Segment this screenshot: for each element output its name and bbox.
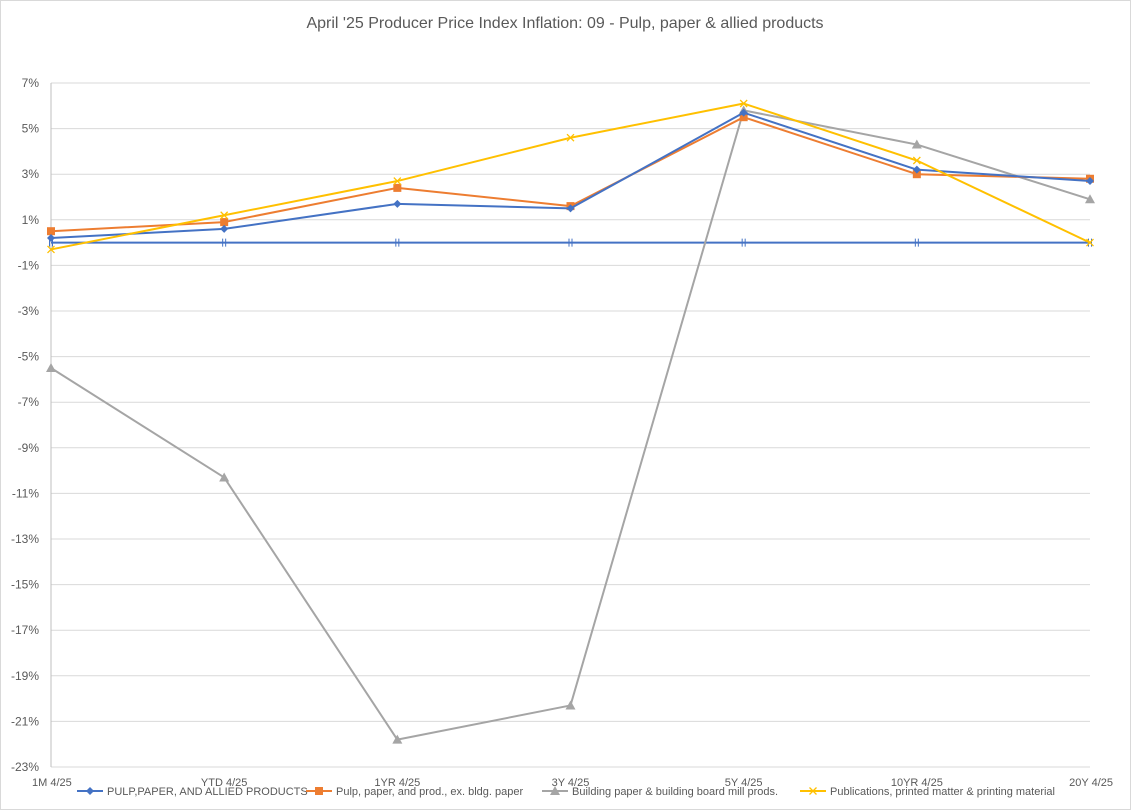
y-tick-label: 3% [22, 167, 40, 181]
chart-title: April '25 Producer Price Index Inflation… [306, 15, 823, 32]
data-point [912, 156, 921, 165]
y-tick-label: -23% [11, 760, 39, 774]
legend-item: Pulp, paper, and prod., ex. bldg. paper [306, 786, 523, 798]
data-point [392, 734, 403, 744]
data-point [739, 108, 748, 117]
data-point [809, 787, 817, 795]
data-point [739, 99, 748, 108]
y-tick-label: -1% [18, 258, 40, 272]
x-axis: 1M 4/25 YTD 4/25 1YR 4/25 3Y 4/25 5Y 4/25 10Y… [32, 777, 1113, 789]
legend-item: Publications, printed matter & printing … [800, 786, 1055, 798]
data-point [566, 204, 575, 213]
data-point [393, 183, 402, 192]
data-point [393, 177, 402, 185]
series-zero-baseline [49, 238, 1092, 247]
data-point [47, 227, 55, 236]
x-tick-label: 5Y 4/25 [725, 777, 763, 789]
data-point [911, 139, 922, 149]
y-tick-label: -3% [18, 304, 40, 318]
data-point [220, 218, 229, 227]
data-point [47, 234, 55, 243]
data-point [220, 224, 229, 233]
legend: PULP,PAPER, AND ALLIED PRODUCTS Pulp, pap… [77, 786, 1055, 798]
data-point [395, 238, 400, 247]
data-point [46, 363, 56, 372]
legend-label: Publications, printed matter & printing … [830, 786, 1055, 798]
data-point [1085, 194, 1095, 204]
y-tick-label: -7% [18, 395, 40, 409]
legend-item: PULP,PAPER, AND ALLIED PRODUCTS [77, 786, 308, 798]
data-point [550, 786, 560, 795]
x-tick-label: 20Y 4/25 [1069, 777, 1113, 789]
plot-area [46, 99, 1095, 744]
series-line [50, 102, 1091, 251]
data-point [568, 238, 573, 247]
y-tick-label: -13% [11, 532, 39, 546]
y-tick-label: -21% [11, 714, 39, 728]
data-point [1086, 177, 1094, 186]
data-point [912, 165, 921, 174]
y-tick-label: 1% [22, 213, 40, 227]
data-point [86, 787, 94, 795]
data-point [566, 133, 575, 142]
data-point [912, 170, 921, 179]
series-publications-printed-matter-printing-material [47, 99, 1094, 254]
data-point [220, 211, 229, 220]
data-point [219, 472, 230, 482]
x-tick-label: 1M 4/25 [32, 777, 72, 789]
y-axis: 7% 5% 3% 1% -1% -3% -5% -7% -9% -11% -13% -15% -17% -… [11, 76, 52, 774]
legend-label: PULP,PAPER, AND ALLIED PRODUCTS [107, 786, 308, 798]
y-tick-label: 7% [22, 76, 40, 90]
x-tick-label: 10YR 4/25 [891, 777, 943, 789]
x-tick-label: YTD 4/25 [201, 777, 247, 789]
data-point [741, 238, 746, 247]
x-tick-label: 1YR 4/25 [374, 777, 420, 789]
gridlines [51, 82, 1090, 768]
y-tick-label: -9% [18, 441, 40, 455]
series-building-paper-building-board-mill-prods [46, 105, 1095, 744]
series-pulp-paper-and-allied-products [47, 108, 1094, 243]
y-tick-label: -11% [12, 486, 39, 500]
data-point [565, 700, 576, 710]
y-tick-label: -17% [11, 623, 39, 637]
y-tick-label: -19% [11, 669, 39, 683]
data-point [222, 238, 227, 247]
data-point [739, 113, 748, 122]
legend-item: Building paper & building board mill pro… [542, 786, 778, 798]
x-tick-label: 3Y 4/25 [552, 777, 590, 789]
legend-label: Building paper & building board mill pro… [572, 786, 778, 798]
y-tick-label: 5% [22, 122, 40, 136]
data-point [1086, 238, 1094, 247]
data-point [914, 238, 919, 247]
y-tick-label: -15% [11, 578, 39, 592]
y-tick-label: -5% [18, 350, 40, 364]
data-point [315, 787, 323, 795]
data-point [47, 245, 55, 254]
data-point [393, 199, 402, 208]
legend-label: Pulp, paper, and prod., ex. bldg. paper [336, 786, 523, 798]
